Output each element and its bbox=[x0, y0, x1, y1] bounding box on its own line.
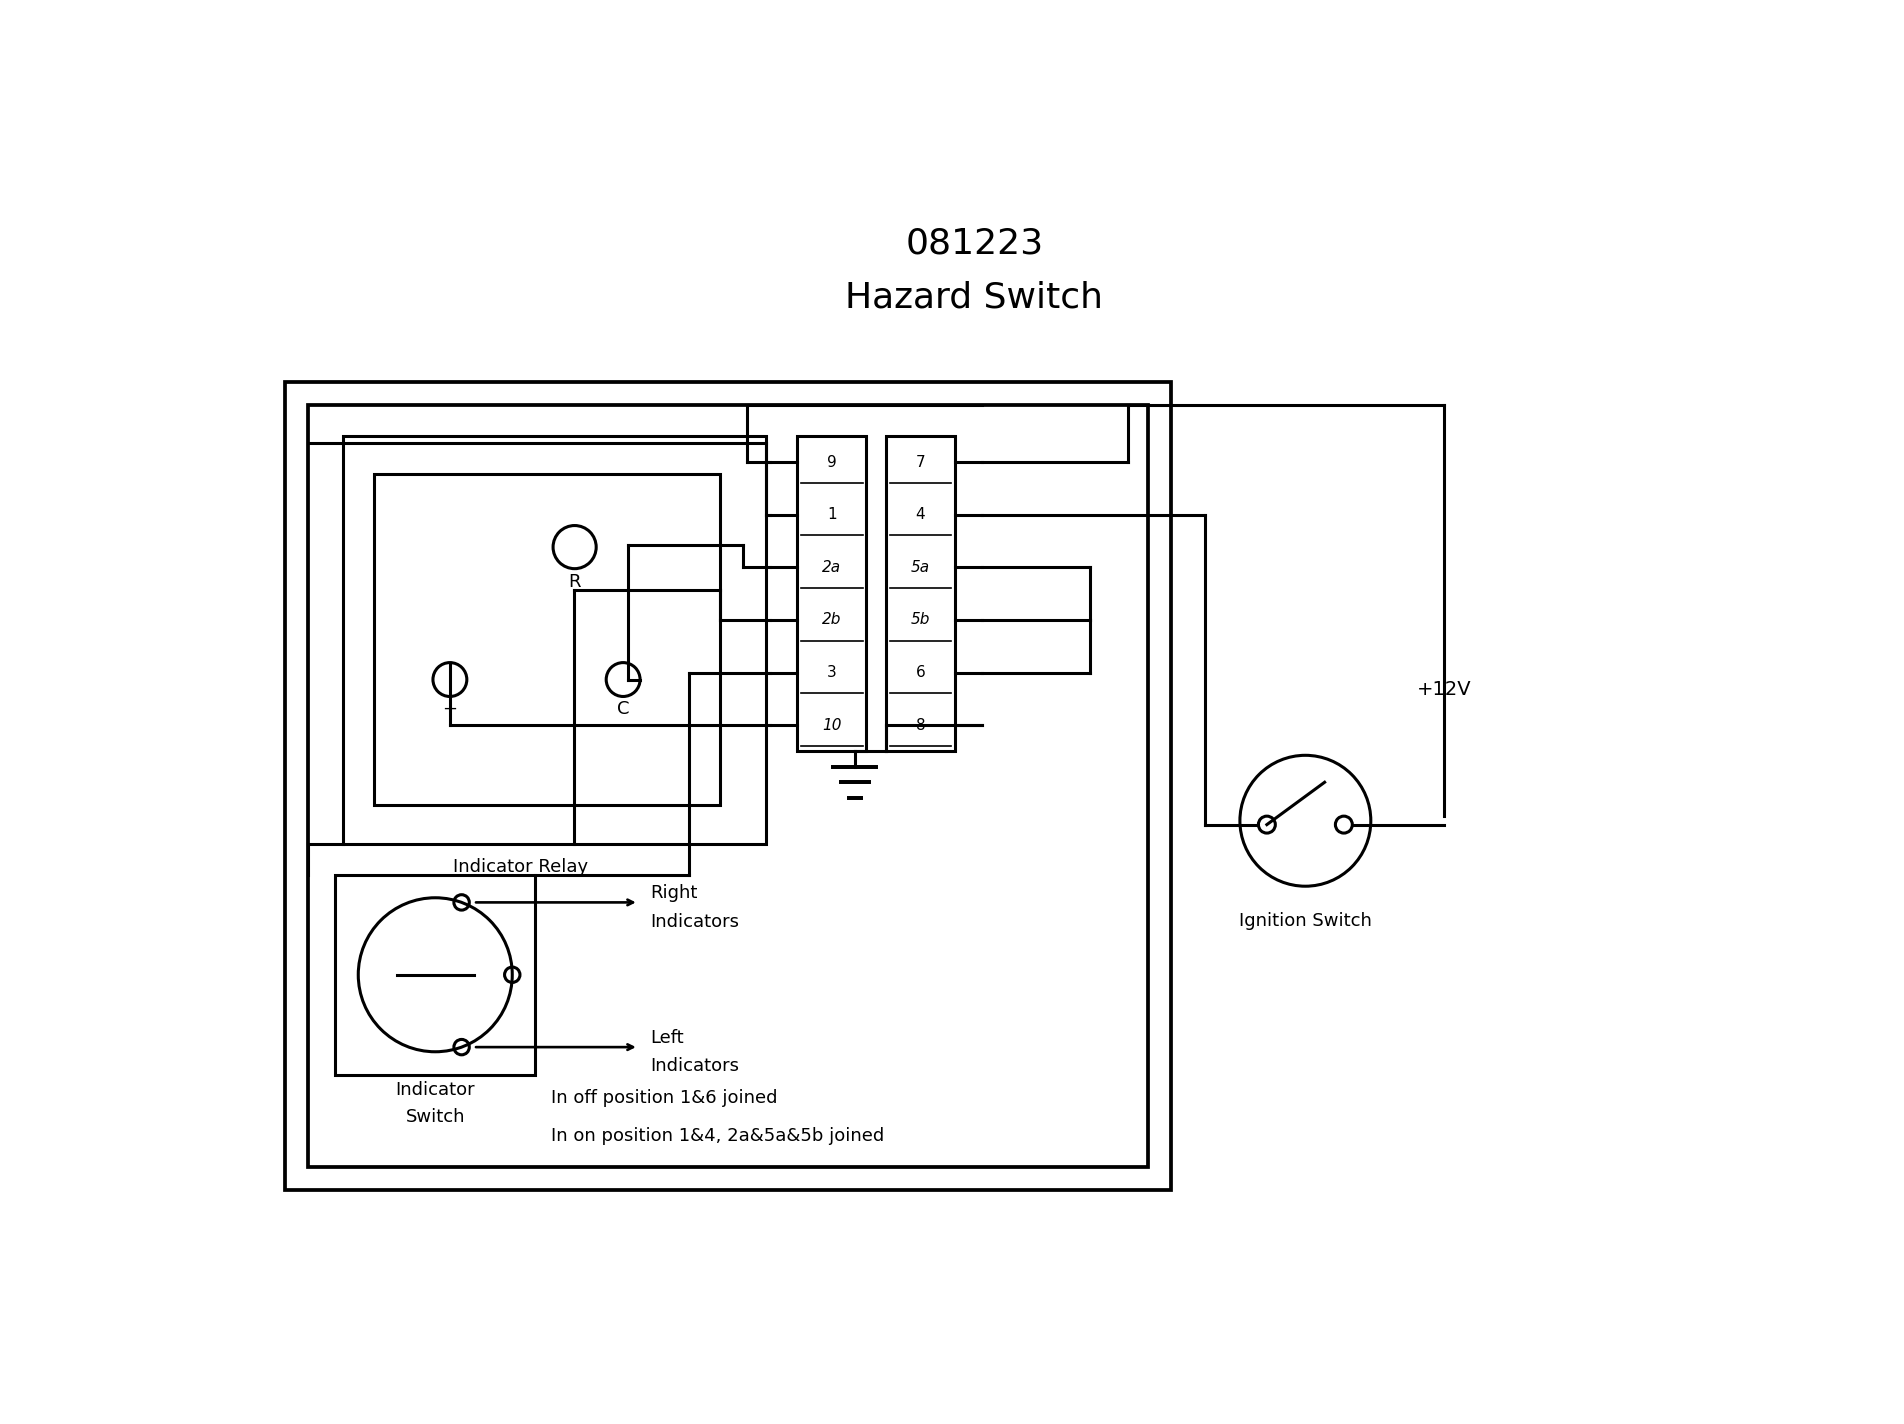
Text: R: R bbox=[569, 572, 581, 591]
Text: Left: Left bbox=[651, 1030, 684, 1047]
Bar bbox=[373, 474, 720, 806]
Text: In on position 1&4, 2a&5a&5b joined: In on position 1&4, 2a&5a&5b joined bbox=[550, 1128, 883, 1145]
Text: 2b: 2b bbox=[823, 612, 842, 628]
Text: 1: 1 bbox=[826, 507, 836, 523]
Text: 2a: 2a bbox=[823, 560, 842, 575]
Text: 6: 6 bbox=[916, 665, 925, 681]
Bar bbox=[885, 436, 956, 752]
Bar bbox=[798, 436, 866, 752]
Text: 7: 7 bbox=[916, 454, 925, 470]
Text: Switch: Switch bbox=[406, 1108, 465, 1126]
Text: +: + bbox=[442, 699, 457, 718]
Text: Indicators: Indicators bbox=[651, 913, 739, 931]
Text: Hazard Switch: Hazard Switch bbox=[845, 281, 1102, 315]
Text: Right: Right bbox=[651, 884, 697, 903]
Text: In off position 1&6 joined: In off position 1&6 joined bbox=[550, 1089, 777, 1106]
Text: Indicators: Indicators bbox=[651, 1058, 739, 1075]
Text: C: C bbox=[617, 699, 630, 718]
Text: 081223: 081223 bbox=[904, 226, 1043, 261]
Text: 9: 9 bbox=[826, 454, 836, 470]
Text: Ignition Switch: Ignition Switch bbox=[1240, 911, 1371, 930]
Text: 10: 10 bbox=[823, 718, 842, 733]
Bar bbox=[343, 436, 765, 844]
Text: +12V: +12V bbox=[1417, 681, 1472, 699]
Text: 3: 3 bbox=[826, 665, 836, 681]
Text: 8: 8 bbox=[916, 718, 925, 733]
Text: 4: 4 bbox=[916, 507, 925, 523]
Bar bbox=[335, 874, 535, 1075]
Text: Indicator Relay: Indicator Relay bbox=[453, 857, 588, 876]
Text: Indicator: Indicator bbox=[396, 1081, 476, 1099]
Text: 5b: 5b bbox=[910, 612, 929, 628]
Bar bbox=[286, 382, 1171, 1190]
Text: 5a: 5a bbox=[910, 560, 929, 575]
Bar bbox=[308, 404, 1148, 1168]
